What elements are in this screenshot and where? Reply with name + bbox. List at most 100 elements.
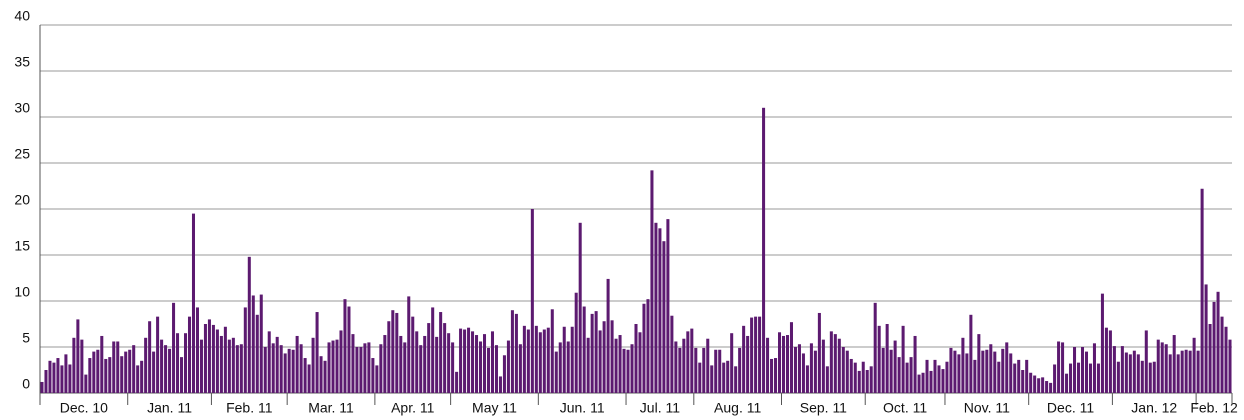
bar bbox=[965, 353, 969, 393]
bar bbox=[1132, 350, 1136, 393]
bar bbox=[825, 366, 829, 393]
bar bbox=[510, 310, 514, 393]
bar bbox=[443, 323, 447, 393]
bar bbox=[550, 309, 554, 393]
bar bbox=[526, 329, 530, 393]
bar bbox=[239, 344, 243, 393]
bar bbox=[1148, 362, 1152, 393]
bar bbox=[809, 343, 813, 393]
bar bbox=[279, 345, 283, 393]
bar bbox=[626, 349, 630, 393]
bar bbox=[754, 316, 758, 393]
bar bbox=[698, 362, 702, 393]
bar bbox=[1140, 360, 1144, 393]
bar bbox=[742, 325, 746, 393]
bar bbox=[702, 347, 706, 393]
bar bbox=[1025, 359, 1029, 393]
bar bbox=[494, 345, 498, 393]
bar bbox=[813, 350, 817, 393]
bar bbox=[399, 335, 403, 393]
bar bbox=[502, 355, 506, 393]
bar bbox=[770, 358, 774, 393]
bar bbox=[925, 359, 929, 393]
bar bbox=[1013, 363, 1017, 393]
bar bbox=[849, 358, 853, 393]
bar bbox=[1172, 335, 1176, 393]
y-tick-label: 15 bbox=[14, 238, 30, 254]
bar bbox=[1216, 291, 1220, 393]
bar bbox=[805, 365, 809, 393]
bar bbox=[750, 317, 754, 393]
bar bbox=[885, 324, 889, 393]
x-tick-label: Oct. 11 bbox=[883, 400, 927, 416]
bar bbox=[614, 338, 618, 393]
bar bbox=[271, 343, 275, 393]
bar bbox=[1112, 346, 1116, 393]
bar bbox=[219, 335, 223, 393]
bar bbox=[789, 322, 793, 393]
bar bbox=[634, 324, 638, 393]
bar bbox=[650, 170, 654, 393]
bar bbox=[726, 360, 730, 393]
bar bbox=[857, 370, 861, 393]
bar bbox=[853, 362, 857, 393]
bar bbox=[881, 347, 885, 393]
bar bbox=[199, 339, 203, 393]
bar bbox=[1200, 188, 1204, 393]
bar bbox=[710, 365, 714, 393]
bar bbox=[319, 356, 323, 393]
bar bbox=[686, 331, 690, 393]
y-tick-label: 40 bbox=[14, 8, 30, 24]
x-tick-label: Mar. 11 bbox=[308, 400, 354, 416]
bar bbox=[383, 335, 387, 393]
bar bbox=[395, 312, 399, 393]
bar bbox=[132, 345, 136, 393]
bar bbox=[287, 348, 291, 393]
bar bbox=[275, 336, 279, 393]
bar bbox=[1005, 342, 1009, 393]
bar bbox=[1045, 381, 1049, 393]
bar bbox=[156, 316, 160, 393]
bar bbox=[1104, 327, 1108, 393]
bar bbox=[375, 365, 379, 393]
bar bbox=[339, 330, 343, 393]
bar bbox=[259, 294, 263, 393]
x-tick-label: Nov. 11 bbox=[964, 400, 1010, 416]
bar bbox=[905, 362, 909, 393]
bar bbox=[191, 213, 195, 393]
bar bbox=[1220, 316, 1224, 393]
bar bbox=[869, 366, 873, 393]
bar bbox=[355, 347, 359, 393]
bar bbox=[307, 364, 311, 393]
bar bbox=[183, 333, 188, 393]
bar bbox=[797, 344, 801, 393]
bar bbox=[1096, 363, 1100, 393]
bar bbox=[829, 331, 833, 393]
x-tick-label: Aug. 11 bbox=[714, 400, 761, 416]
bar bbox=[419, 345, 423, 393]
bar bbox=[116, 341, 120, 393]
bar bbox=[72, 337, 76, 393]
bar bbox=[746, 335, 750, 393]
bar bbox=[534, 325, 538, 393]
bar bbox=[48, 360, 52, 393]
bar bbox=[367, 342, 371, 393]
bar bbox=[475, 335, 479, 393]
x-tick-label: Feb. 11 bbox=[226, 400, 273, 416]
bar bbox=[251, 295, 255, 393]
bar bbox=[646, 299, 650, 393]
bar bbox=[387, 321, 391, 393]
bar bbox=[144, 337, 148, 393]
bar bbox=[873, 302, 877, 393]
bar bbox=[1156, 339, 1160, 393]
bar bbox=[1033, 375, 1037, 393]
bar bbox=[861, 361, 865, 393]
x-tick-label: Jan. 12 bbox=[1131, 400, 1177, 416]
bar bbox=[897, 357, 901, 393]
bar bbox=[44, 370, 48, 393]
bar bbox=[415, 331, 419, 393]
bar bbox=[1080, 347, 1085, 393]
bar bbox=[734, 366, 738, 393]
bar bbox=[602, 321, 606, 393]
